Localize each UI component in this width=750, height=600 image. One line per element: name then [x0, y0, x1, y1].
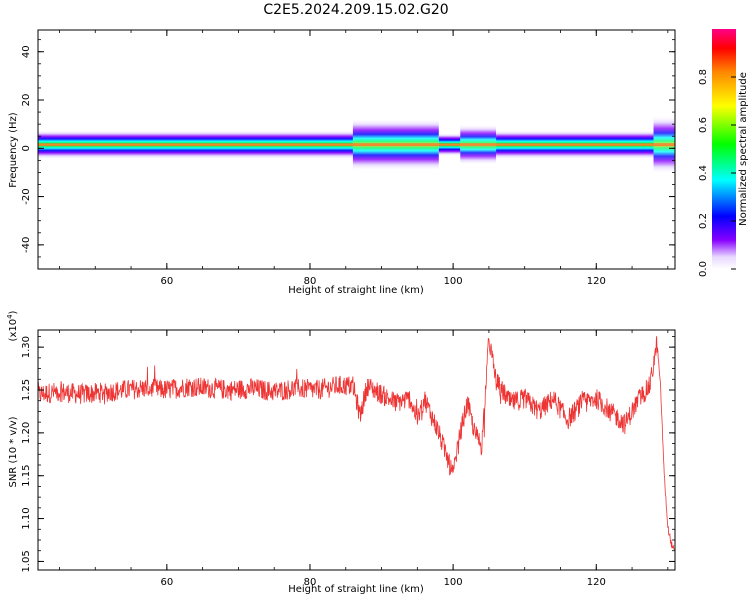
spectrogram-panel: 60 80 100 120 -40 -20 0 20 40 Height of straight… — [8, 29, 676, 296]
colorbar-tick-label: 0.6 — [698, 117, 709, 133]
spectrogram-ytick-label: 40 — [21, 45, 32, 58]
spectrogram-ylabel: Frequency (Hz) — [8, 112, 19, 188]
spectrogram-xtick-label: 60 — [160, 276, 173, 287]
colorbar-tick-label: 0.8 — [698, 69, 709, 85]
colorbar-label: Normalized spectral amplitude — [738, 72, 749, 226]
snr-series-line — [38, 336, 675, 551]
snr-ytick-label: 1.10 — [21, 507, 32, 529]
snr-xtick-label: 80 — [304, 577, 317, 588]
snr-axes: 60 80 100 120 1.05 1.10 1.15 1.20 1.25 1.30 — [21, 330, 675, 588]
colorbar-tick-label: 0.2 — [698, 213, 709, 229]
spectrogram-axes: 60 80 100 120 -40 -20 0 20 40 — [21, 30, 675, 287]
snr-scale-label: (x104) — [6, 310, 19, 341]
spectrogram-xlabel: Height of straight line (km) — [288, 285, 424, 296]
snr-ytick-label: 1.05 — [21, 550, 32, 572]
snr-frame — [37, 329, 676, 571]
colorbar-ticks: 0.0 0.2 0.4 0.6 0.8 — [698, 69, 736, 277]
spectrogram-ytick-label: 20 — [21, 94, 32, 107]
spectrogram-xtick-label: 80 — [304, 276, 317, 287]
colorbar-tick-label: 0.0 — [698, 261, 709, 277]
snr-ytick-label: 1.25 — [21, 379, 32, 401]
spectrogram-marks — [38, 115, 675, 174]
chart-title: C2E5.2024.209.15.02.G20 — [263, 2, 448, 18]
colorbar-gradient — [712, 29, 736, 269]
spectrogram-frame — [37, 29, 676, 270]
snr-ytick-label: 1.30 — [21, 336, 32, 358]
snr-panel: 60 80 100 120 1.05 1.10 1.15 1.20 1.25 1.30 Heigh… — [6, 310, 676, 595]
colorbar: 0.0 0.2 0.4 0.6 0.8 Normalized spectral ampl… — [698, 29, 749, 277]
spectrogram-xtick-label: 100 — [444, 276, 463, 287]
spectrogram-ridge-core — [38, 143, 675, 147]
snr-xtick-label: 120 — [587, 577, 606, 588]
snr-ytick-label: 1.15 — [21, 465, 32, 487]
snr-ylabel: SNR (10 * v/v) — [8, 416, 19, 487]
spectrogram-ytick-label: -20 — [21, 188, 32, 204]
snr-xtick-label: 100 — [444, 577, 463, 588]
spectrogram-ytick-label: 0 — [21, 145, 32, 151]
colorbar-tick-label: 0.4 — [698, 165, 709, 181]
snr-xlabel: Height of straight line (km) — [288, 584, 424, 595]
spectrogram-xtick-label: 120 — [587, 276, 606, 287]
snr-ytick-label: 1.20 — [21, 422, 32, 444]
spectrogram-ytick-label: -40 — [21, 237, 32, 253]
snr-xtick-label: 60 — [160, 577, 173, 588]
